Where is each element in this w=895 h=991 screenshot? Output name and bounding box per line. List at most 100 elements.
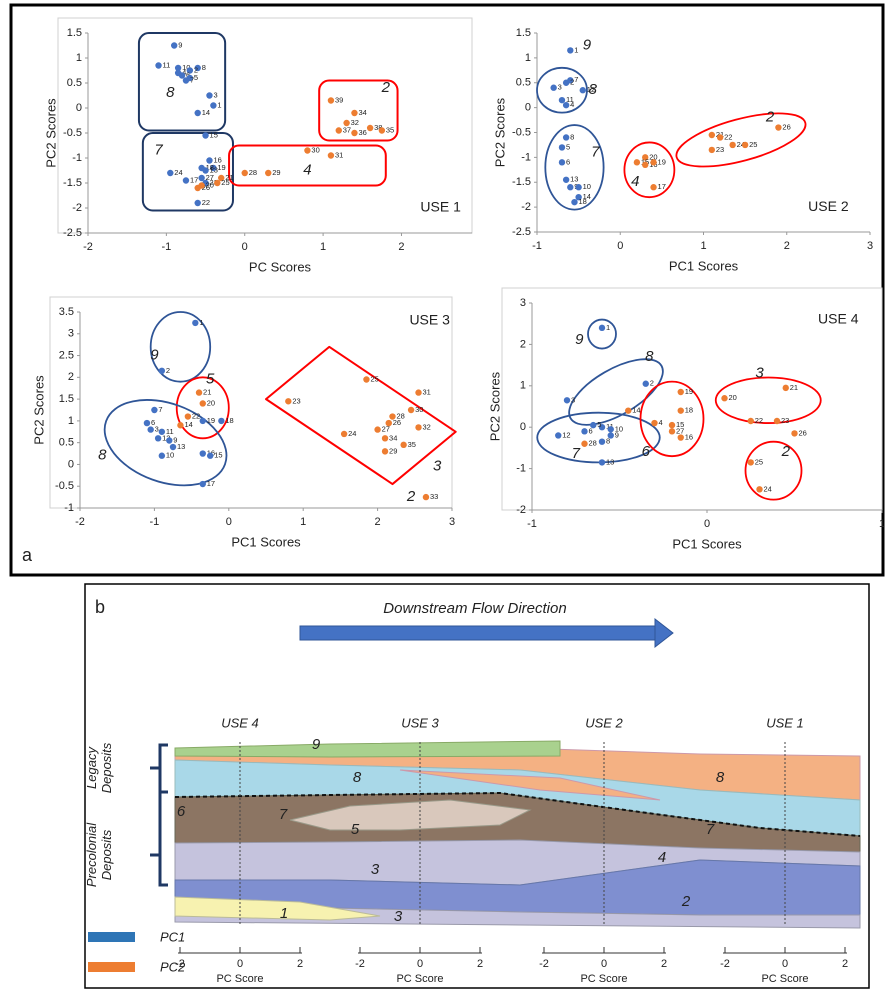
data-point: [555, 432, 562, 439]
group-label: 7: [572, 445, 581, 462]
point-label: 35: [408, 440, 416, 449]
data-point: [167, 169, 174, 177]
x-tick-label: 3: [867, 240, 873, 252]
data-point: [210, 102, 217, 109]
x-tick-label: 2: [375, 516, 381, 528]
y-tick-label: 2: [68, 371, 74, 383]
group-label: 8: [645, 348, 654, 365]
y-tick-label: 3: [520, 297, 526, 309]
score-axis-label: PC Score: [396, 973, 443, 985]
x-axis-label: PC1 Scores: [672, 536, 742, 551]
data-point: [285, 398, 292, 405]
point-label: 36: [358, 128, 366, 137]
point-label: 12: [162, 433, 170, 442]
group-label: 9: [583, 36, 592, 53]
y-tick-label: -1: [64, 502, 74, 514]
unit-label: 2: [681, 893, 691, 910]
group-outline: [265, 345, 457, 486]
group-label: 8: [98, 447, 107, 464]
data-point: [642, 380, 649, 387]
point-label: 28: [589, 439, 597, 448]
data-point: [598, 324, 606, 332]
score-tick-label: 2: [661, 958, 667, 970]
legend-swatch: [88, 962, 135, 972]
data-point: [151, 406, 158, 414]
group-label: 8: [589, 81, 598, 98]
group-outline: [623, 141, 676, 199]
chart-label: USE 3: [409, 311, 450, 327]
data-point: [182, 177, 190, 184]
point-label: 29: [272, 168, 280, 177]
data-point: [415, 424, 422, 431]
point-label: 21: [203, 388, 211, 397]
point-label: 27: [676, 426, 684, 435]
data-point: [351, 129, 358, 137]
x-tick-label: 1: [879, 518, 885, 530]
y-tick-label: -1: [516, 463, 526, 475]
score-tick-label: -2: [355, 958, 365, 970]
data-point: [385, 419, 392, 427]
y-tick-label: -2: [72, 202, 82, 214]
data-point: [327, 97, 335, 104]
data-point: [598, 424, 606, 431]
y-tick-label: -1: [521, 151, 531, 163]
point-label: 34: [389, 433, 397, 442]
point-label: 9: [178, 40, 182, 49]
data-point: [650, 184, 657, 191]
unit-label: 7: [279, 806, 288, 823]
data-point: [558, 159, 566, 166]
data-point: [747, 417, 754, 425]
y-tick-label: 0.5: [67, 77, 82, 89]
group-label: 4: [631, 173, 639, 190]
y-tick-label: 1: [520, 380, 526, 392]
layer: [399, 769, 661, 801]
point-label: 2: [166, 366, 170, 375]
score-axis-label: PC Score: [216, 973, 263, 985]
y-tick-label: -2: [521, 201, 531, 213]
data-point: [558, 96, 566, 104]
group-outline: [318, 79, 399, 142]
point-label: 2: [650, 379, 654, 388]
point-label: 16: [213, 155, 221, 164]
point-label: 5: [566, 142, 570, 151]
point-label: 39: [335, 95, 343, 104]
group-outline: [536, 411, 661, 464]
x-tick-label: 1: [320, 241, 326, 253]
data-point: [581, 428, 588, 435]
data-point: [562, 79, 570, 86]
data-point: [415, 389, 422, 396]
group-label: 6: [642, 443, 651, 460]
point-label: 8: [606, 437, 610, 446]
data-point: [563, 397, 571, 404]
point-label: 12: [587, 85, 595, 94]
y-tick-label: 2: [520, 338, 526, 350]
panel-b-frame: [84, 583, 870, 989]
point-label: 18: [685, 406, 693, 415]
point-label: 24: [764, 484, 772, 493]
data-point: [625, 407, 632, 414]
unit-label: 6: [177, 803, 186, 820]
y-tick-label: -2.5: [512, 226, 531, 238]
point-label: 8: [202, 63, 206, 72]
point-label: 3: [571, 395, 575, 404]
y-tick-label: 0: [520, 421, 526, 433]
x-tick-label: 0: [226, 516, 232, 528]
point-label: 15: [676, 420, 684, 429]
data-point: [598, 459, 606, 466]
data-point: [143, 419, 151, 427]
data-point: [374, 426, 381, 433]
data-point: [351, 109, 358, 117]
point-label: 27: [382, 425, 390, 434]
point-label: 20: [729, 393, 737, 402]
group-label: 4: [303, 161, 311, 178]
data-point: [747, 459, 754, 466]
data-point: [558, 144, 566, 151]
group-label: 9: [575, 331, 584, 348]
layer: [289, 799, 532, 831]
y-tick-label: -1: [72, 152, 82, 164]
data-point: [158, 452, 166, 459]
deposit-label: PrecolonialDeposits: [84, 822, 114, 887]
